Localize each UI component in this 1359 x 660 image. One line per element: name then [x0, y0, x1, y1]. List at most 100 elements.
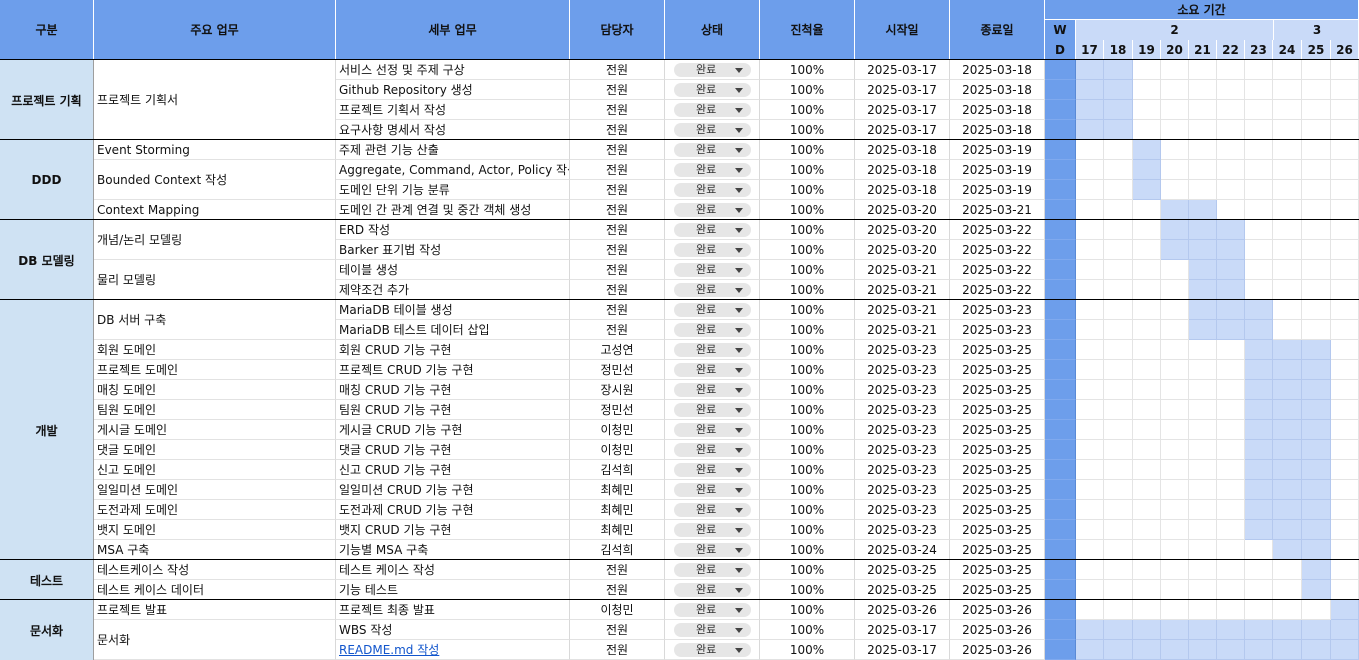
status-dropdown[interactable]: 완료 — [674, 623, 751, 637]
status-dropdown[interactable]: 완료 — [674, 423, 751, 437]
gantt-empty-cell[interactable] — [1273, 180, 1302, 200]
gantt-empty-cell[interactable] — [1189, 80, 1217, 100]
gantt-empty-cell[interactable] — [1104, 360, 1133, 380]
gantt-empty-cell[interactable] — [1104, 220, 1133, 240]
status-dropdown[interactable]: 완료 — [674, 363, 751, 377]
gantt-empty-cell[interactable] — [1245, 220, 1273, 240]
status-dropdown[interactable]: 완료 — [674, 563, 751, 577]
progress-cell[interactable]: 100% — [760, 520, 855, 540]
main-task-cell[interactable]: 테스트 케이스 데이터 — [94, 580, 336, 600]
gantt-empty-cell[interactable] — [1331, 480, 1359, 500]
detail-task-cell[interactable]: 일일미션 CRUD 기능 구현 — [336, 480, 570, 500]
progress-cell[interactable]: 100% — [760, 300, 855, 320]
gantt-empty-cell[interactable] — [1245, 560, 1273, 580]
main-task-cell[interactable]: 도전과제 도메인 — [94, 500, 336, 520]
gantt-empty-cell[interactable] — [1161, 360, 1189, 380]
main-task-cell[interactable]: 팀원 도메인 — [94, 400, 336, 420]
status-dropdown[interactable]: 완료 — [674, 503, 751, 517]
gantt-empty-cell[interactable] — [1104, 540, 1133, 560]
assignee-cell[interactable]: 전원 — [570, 200, 665, 220]
gantt-empty-cell[interactable] — [1133, 520, 1161, 540]
gantt-empty-cell[interactable] — [1217, 340, 1245, 360]
gantt-empty-cell[interactable] — [1217, 600, 1245, 620]
gantt-empty-cell[interactable] — [1331, 280, 1359, 300]
start-date-cell[interactable]: 2025-03-20 — [855, 200, 950, 220]
detail-task-cell[interactable]: 도메인 단위 기능 분류 — [336, 180, 570, 200]
gantt-empty-cell[interactable] — [1331, 460, 1359, 480]
start-date-cell[interactable]: 2025-03-25 — [855, 580, 950, 600]
progress-cell[interactable]: 100% — [760, 280, 855, 300]
gantt-empty-cell[interactable] — [1133, 240, 1161, 260]
dropdown-arrow-icon[interactable] — [735, 388, 743, 393]
gantt-empty-cell[interactable] — [1076, 480, 1104, 500]
start-date-cell[interactable]: 2025-03-17 — [855, 620, 950, 640]
detail-task-cell[interactable]: MariaDB 테이블 생성 — [336, 300, 570, 320]
assignee-cell[interactable]: 전원 — [570, 160, 665, 180]
start-date-cell[interactable]: 2025-03-21 — [855, 260, 950, 280]
dropdown-arrow-icon[interactable] — [735, 428, 743, 433]
end-date-cell[interactable]: 2025-03-26 — [950, 600, 1045, 620]
gantt-bar-cell[interactable] — [1189, 620, 1217, 640]
gantt-empty-cell[interactable] — [1217, 540, 1245, 560]
header-status[interactable]: 상태 — [665, 0, 760, 59]
progress-cell[interactable]: 100% — [760, 500, 855, 520]
detail-task-cell[interactable]: 도메인 간 관계 연결 및 중간 객체 생성 — [336, 200, 570, 220]
gantt-bar-cell[interactable] — [1273, 380, 1302, 400]
gantt-empty-cell[interactable] — [1076, 220, 1104, 240]
main-task-cell[interactable]: MSA 구축 — [94, 540, 336, 560]
gantt-empty-cell[interactable] — [1331, 420, 1359, 440]
gantt-empty-cell[interactable] — [1217, 160, 1245, 180]
gantt-empty-cell[interactable] — [1245, 60, 1273, 80]
gantt-bar-cell[interactable] — [1302, 440, 1331, 460]
progress-cell[interactable]: 100% — [760, 420, 855, 440]
gantt-empty-cell[interactable] — [1331, 580, 1359, 600]
end-date-cell[interactable]: 2025-03-19 — [950, 160, 1045, 180]
gantt-bar-cell[interactable] — [1189, 320, 1217, 340]
gantt-empty-cell[interactable] — [1104, 180, 1133, 200]
gantt-bar-cell[interactable] — [1133, 620, 1161, 640]
gantt-empty-cell[interactable] — [1302, 200, 1331, 220]
gantt-bar-cell[interactable] — [1189, 300, 1217, 320]
gantt-bar-cell[interactable] — [1302, 460, 1331, 480]
gantt-empty-cell[interactable] — [1161, 580, 1189, 600]
gantt-empty-cell[interactable] — [1161, 600, 1189, 620]
start-date-cell[interactable]: 2025-03-24 — [855, 540, 950, 560]
gantt-empty-cell[interactable] — [1217, 560, 1245, 580]
end-date-cell[interactable]: 2025-03-25 — [950, 400, 1045, 420]
detail-task-cell[interactable]: 주제 관련 기능 산출 — [336, 140, 570, 160]
detail-task-cell[interactable]: 서비스 선정 및 주제 구상 — [336, 60, 570, 80]
detail-task-cell[interactable]: MariaDB 테스트 데이터 삽입 — [336, 320, 570, 340]
status-dropdown[interactable]: 완료 — [674, 83, 751, 97]
day-header-24[interactable]: 24 — [1273, 40, 1302, 59]
assignee-cell[interactable]: 최혜민 — [570, 500, 665, 520]
status-dropdown[interactable]: 완료 — [674, 343, 751, 357]
end-date-cell[interactable]: 2025-03-18 — [950, 120, 1045, 140]
gantt-bar-cell[interactable] — [1302, 380, 1331, 400]
day-header-25[interactable]: 25 — [1302, 40, 1331, 59]
start-date-cell[interactable]: 2025-03-23 — [855, 360, 950, 380]
gantt-empty-cell[interactable] — [1161, 560, 1189, 580]
end-date-cell[interactable]: 2025-03-25 — [950, 420, 1045, 440]
detail-task-cell[interactable]: 매칭 CRUD 기능 구현 — [336, 380, 570, 400]
gantt-bar-cell[interactable] — [1273, 440, 1302, 460]
gantt-bar-cell[interactable] — [1245, 340, 1273, 360]
gantt-empty-cell[interactable] — [1217, 360, 1245, 380]
main-task-cell[interactable]: 테스트케이스 작성 — [94, 560, 336, 580]
gantt-empty-cell[interactable] — [1076, 180, 1104, 200]
gantt-empty-cell[interactable] — [1076, 600, 1104, 620]
gantt-empty-cell[interactable] — [1189, 560, 1217, 580]
detail-task-cell[interactable]: 제약조건 추가 — [336, 280, 570, 300]
gantt-empty-cell[interactable] — [1161, 60, 1189, 80]
detail-task-cell[interactable]: 게시글 CRUD 기능 구현 — [336, 420, 570, 440]
status-dropdown[interactable]: 완료 — [674, 163, 751, 177]
gantt-empty-cell[interactable] — [1133, 540, 1161, 560]
status-dropdown[interactable]: 완료 — [674, 263, 751, 277]
progress-cell[interactable]: 100% — [760, 620, 855, 640]
gantt-empty-cell[interactable] — [1189, 460, 1217, 480]
end-date-cell[interactable]: 2025-03-25 — [950, 460, 1045, 480]
gantt-empty-cell[interactable] — [1331, 340, 1359, 360]
main-task-cell[interactable]: Context Mapping — [94, 200, 336, 220]
gantt-empty-cell[interactable] — [1302, 120, 1331, 140]
gantt-bar-cell[interactable] — [1217, 260, 1245, 280]
gantt-empty-cell[interactable] — [1161, 160, 1189, 180]
